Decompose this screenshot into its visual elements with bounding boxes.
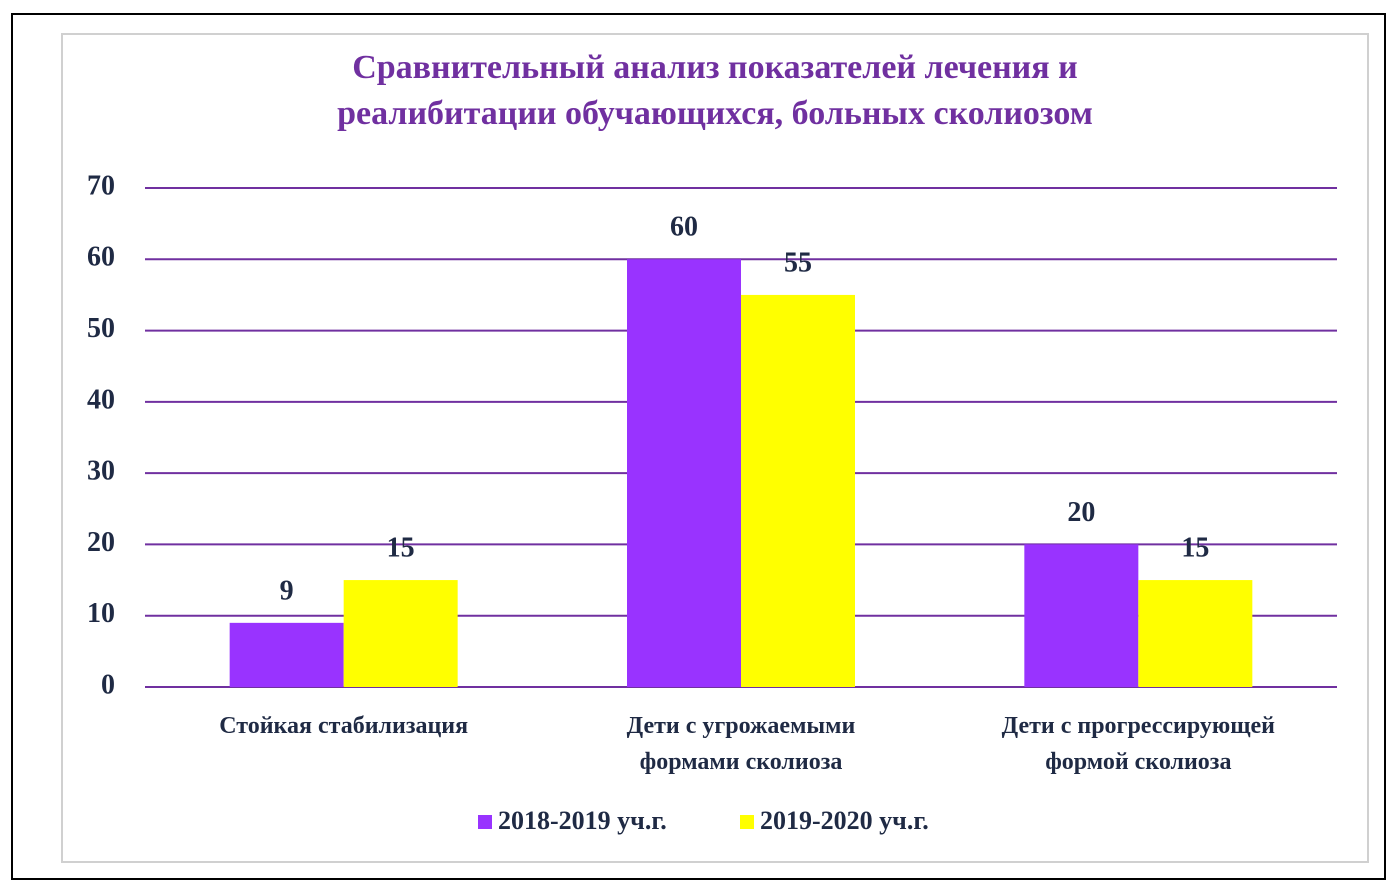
y-tick-label: 60 bbox=[87, 242, 115, 273]
data-label: 20 bbox=[1067, 497, 1095, 528]
chart-title: Сравнительный анализ показателей лечения… bbox=[352, 49, 1078, 86]
legend-label: 2019-2020 уч.г. bbox=[760, 806, 929, 835]
data-label: 15 bbox=[387, 532, 415, 563]
bar bbox=[229, 622, 344, 687]
bar bbox=[343, 580, 458, 687]
x-tick-label: Стойкая стабилизация bbox=[219, 713, 469, 739]
chart-area bbox=[61, 33, 1369, 863]
data-label: 15 bbox=[1181, 532, 1209, 563]
data-label: 55 bbox=[784, 247, 812, 278]
legend-label: 2018-2019 уч.г. bbox=[498, 806, 667, 835]
legend-swatch bbox=[740, 815, 754, 829]
y-tick-label: 30 bbox=[87, 456, 115, 487]
y-tick-label: 0 bbox=[101, 669, 115, 700]
data-label: 9 bbox=[280, 575, 294, 606]
bar bbox=[627, 259, 741, 687]
bar bbox=[1024, 544, 1139, 687]
bar bbox=[741, 294, 855, 687]
x-tick-label: Дети с угрожаемыми формами сколиоза bbox=[626, 713, 856, 775]
y-tick-label: 70 bbox=[87, 170, 115, 201]
y-tick-label: 50 bbox=[87, 313, 115, 344]
legend-swatch bbox=[478, 815, 492, 829]
chart-title: реалибитации обучающихся, больных сколио… bbox=[337, 95, 1093, 132]
data-label: 60 bbox=[670, 212, 698, 243]
frame bbox=[11, 13, 1386, 880]
y-tick-label: 10 bbox=[87, 598, 115, 629]
bar bbox=[1138, 580, 1253, 687]
y-tick-label: 20 bbox=[87, 527, 115, 558]
x-tick-label: Дети с прогрессирующей формой сколиоза bbox=[1001, 713, 1275, 775]
y-tick-label: 40 bbox=[87, 384, 115, 415]
